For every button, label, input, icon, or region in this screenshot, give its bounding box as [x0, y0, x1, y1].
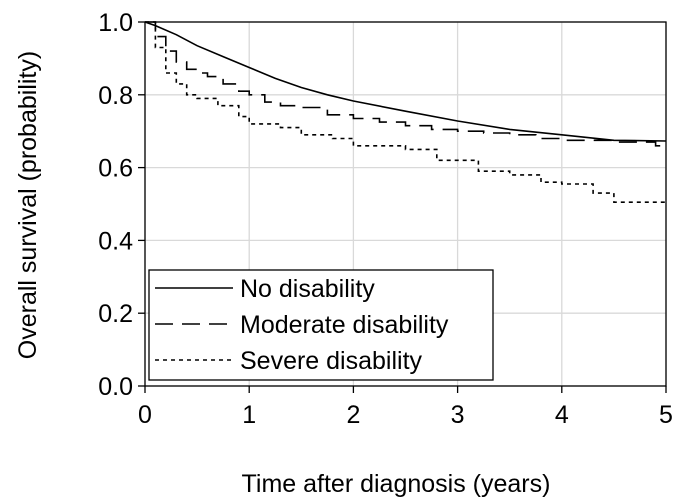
y-tick-label: 0.0	[98, 373, 133, 401]
x-tick-label: 3	[451, 401, 465, 429]
series-group	[144, 21, 667, 203]
legend-label-moderate-disability: Moderate disability	[240, 311, 449, 339]
series-line-severe-disability	[145, 21, 666, 203]
legend-label-severe-disability: Severe disability	[240, 347, 423, 375]
x-tick-label: 0	[138, 401, 152, 429]
tick-labels: 0 1 2 3 4 5 0.0 0.2 0.4 0.6 0.8 1.0	[98, 9, 673, 429]
x-axis-title: Time after diagnosis (years)	[242, 470, 551, 498]
legend-label-no-disability: No disability	[240, 275, 375, 303]
x-tick-label: 1	[242, 401, 256, 429]
y-tick-label: 0.2	[98, 300, 133, 328]
y-tick-label: 1.0	[98, 9, 133, 37]
series-line-moderate-disability	[145, 21, 667, 148]
x-tick-label: 2	[346, 401, 360, 429]
y-axis-title: Overall survival (probability)	[14, 51, 42, 359]
x-tick-label: 4	[555, 401, 569, 429]
legend: No disability Moderate disability Severe…	[148, 269, 494, 381]
axis-ticks	[138, 21, 667, 393]
y-tick-label: 0.6	[98, 155, 133, 183]
y-tick-label: 0.4	[98, 227, 133, 255]
y-tick-label: 0.8	[98, 82, 133, 110]
x-tick-label: 5	[659, 401, 673, 429]
plot-frame	[144, 21, 667, 387]
series-line-no-disability	[144, 21, 667, 142]
